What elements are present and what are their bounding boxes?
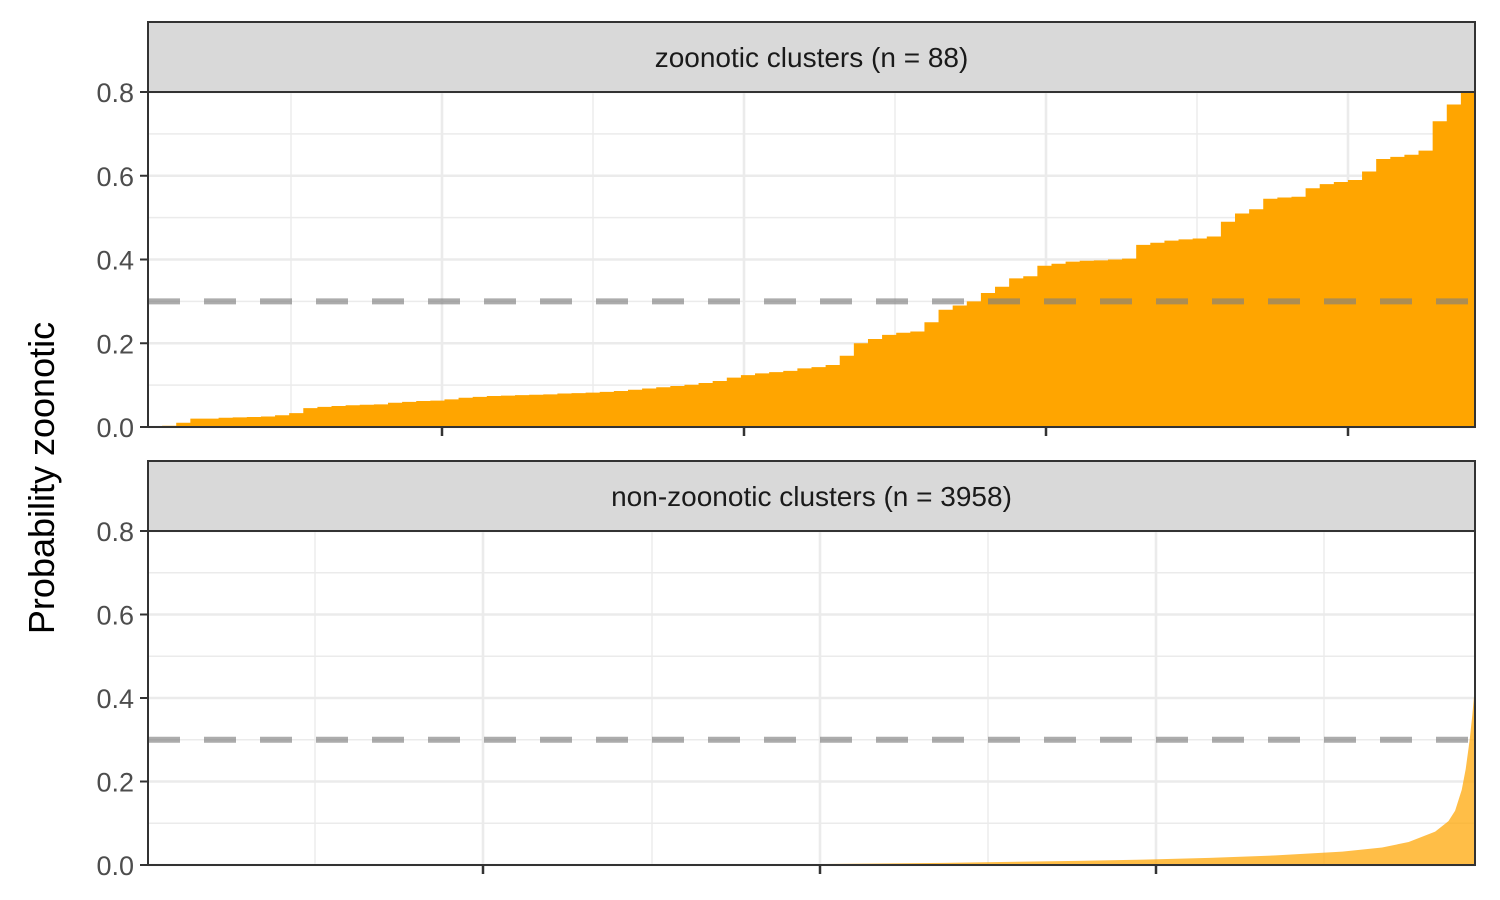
y-tick-label: 0.0 [96,413,134,443]
facet-strip [147,21,1476,93]
y-tick-label: 0.2 [96,768,134,798]
y-tick-label: 0.8 [96,517,134,547]
y-tick-label: 0.6 [96,162,134,192]
panel-2: non-zoonotic clusters (n = 3958) 0.0 0.2 0.… [96,460,1476,881]
y-tick-label: 0.4 [96,246,134,276]
facet-strip [147,460,1476,532]
panel-1: zoonotic clusters (n = 88) 0.0 0.2 0.4 0.6 0.… [96,21,1476,443]
y-tick-label: 0.4 [96,684,134,714]
y-tick-label: 0.0 [96,851,134,881]
facet-title: non-zoonotic clusters (n = 3958) [611,481,1012,512]
y-tick-label: 0.8 [96,78,134,108]
probability-area [148,92,1475,427]
facet-title: zoonotic clusters (n = 88) [655,42,969,73]
y-axis-label: Probability zoonotic [21,322,62,634]
y-tick-label: 0.2 [96,329,134,359]
y-tick-label: 0.6 [96,601,134,631]
